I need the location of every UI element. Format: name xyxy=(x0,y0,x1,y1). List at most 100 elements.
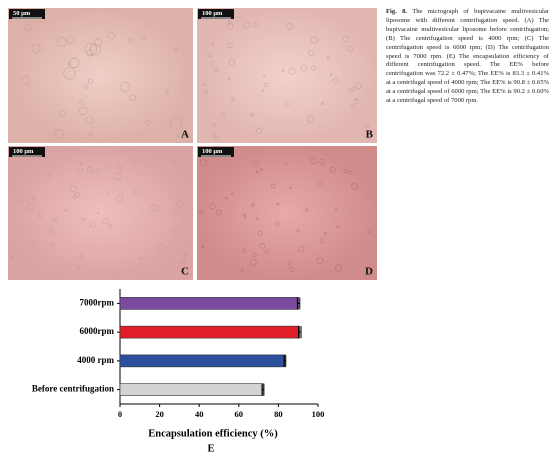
vesicle xyxy=(323,231,327,236)
vesicle xyxy=(316,257,324,264)
vesicle xyxy=(264,249,270,254)
vesicle xyxy=(47,225,53,231)
vesicle xyxy=(261,89,265,92)
vesicle xyxy=(276,202,280,206)
vesicle xyxy=(77,167,83,173)
vesicle xyxy=(228,59,235,66)
vesicle xyxy=(31,43,41,53)
vesicle xyxy=(209,203,216,210)
x-tick-label: 40 xyxy=(195,409,204,419)
vesicle xyxy=(305,208,309,212)
vesicle xyxy=(31,196,36,200)
vesicle xyxy=(79,254,83,258)
vesicle xyxy=(215,209,222,216)
vesicle xyxy=(63,67,76,80)
vesicle xyxy=(199,210,203,215)
vesicle xyxy=(169,116,183,129)
x-tick-label: 20 xyxy=(155,409,164,419)
vesicle xyxy=(260,168,263,171)
vesicle xyxy=(165,89,170,93)
vesicle xyxy=(19,199,23,203)
vesicle xyxy=(201,245,205,249)
vesicle xyxy=(72,195,77,200)
vesicle xyxy=(321,102,325,106)
vesicle xyxy=(226,23,234,30)
vesicle xyxy=(347,46,354,52)
vesicle xyxy=(350,104,355,109)
vesicle xyxy=(176,201,184,208)
vesicle xyxy=(79,99,85,105)
scale-label: 100 μm xyxy=(202,10,223,17)
vesicle xyxy=(105,163,111,169)
vesicle xyxy=(102,218,109,225)
vesicle xyxy=(81,217,85,221)
vesicle xyxy=(172,209,179,216)
vesicle xyxy=(211,42,215,46)
vesicle xyxy=(105,191,109,194)
micrograph xyxy=(8,8,193,143)
bar-chart: 0 20 40 60 80 100 Encapsulation efficiency (%)… xyxy=(32,289,324,454)
y-tick-label: 4000 rpm xyxy=(77,355,114,365)
vesicle xyxy=(240,268,245,272)
vesicle xyxy=(227,42,233,49)
vesicle xyxy=(231,193,234,196)
vesicle xyxy=(108,223,113,228)
bar xyxy=(119,297,299,310)
vesicle xyxy=(84,42,98,56)
scale-bar-box xyxy=(9,9,45,19)
bar xyxy=(119,354,286,368)
vesicle xyxy=(347,170,353,175)
vesicle xyxy=(332,77,339,84)
vesicle xyxy=(107,31,116,40)
vesicle xyxy=(179,258,185,265)
vesicle xyxy=(134,158,140,165)
vesicle xyxy=(183,252,187,257)
y-tick-label: Before centrifugation xyxy=(32,384,114,394)
vesicle xyxy=(141,34,146,40)
vesicle xyxy=(134,188,141,196)
vesicle xyxy=(174,48,178,52)
vesicle xyxy=(251,203,255,207)
y-tick-label: 7000rpm xyxy=(80,297,115,307)
vesicle xyxy=(129,94,136,102)
vesicle xyxy=(139,257,143,261)
vesicle xyxy=(352,86,357,91)
micrographs: 50 μm A 100 μm B 100 μm C 100 μm D xyxy=(8,8,377,280)
vesicle xyxy=(270,183,276,189)
vesicle xyxy=(348,88,354,93)
vesicle xyxy=(329,73,333,76)
scale-label: 50 μm xyxy=(13,10,31,17)
micrograph xyxy=(197,8,377,143)
vesicle xyxy=(250,112,254,117)
vesicle xyxy=(310,36,318,44)
bar xyxy=(119,383,264,396)
vesicle xyxy=(14,165,19,169)
vesicle xyxy=(243,216,247,219)
vesicle xyxy=(227,77,231,81)
vesicle xyxy=(281,69,285,72)
vesicle xyxy=(329,166,336,173)
vesicle xyxy=(263,82,269,88)
panel-label: A xyxy=(181,129,189,141)
vesicle xyxy=(284,102,289,107)
vesicle xyxy=(326,56,330,60)
vesicle xyxy=(27,203,34,211)
vesicle xyxy=(342,35,350,43)
vesicle xyxy=(343,168,348,173)
vesicle xyxy=(150,204,158,212)
vesicle xyxy=(213,66,219,72)
vesicle xyxy=(230,96,235,102)
vesicle xyxy=(308,50,314,57)
vesicle xyxy=(289,266,295,272)
error-bar xyxy=(261,383,265,396)
vesicle xyxy=(211,133,217,139)
panel-label: C xyxy=(181,266,189,278)
vesicle xyxy=(64,208,68,212)
scale-bar-box xyxy=(198,147,234,157)
vesicle xyxy=(67,62,71,66)
vesicle xyxy=(257,230,263,236)
micrograph xyxy=(8,146,193,280)
vesicle xyxy=(284,162,288,165)
x-tick-label: 60 xyxy=(235,409,244,419)
